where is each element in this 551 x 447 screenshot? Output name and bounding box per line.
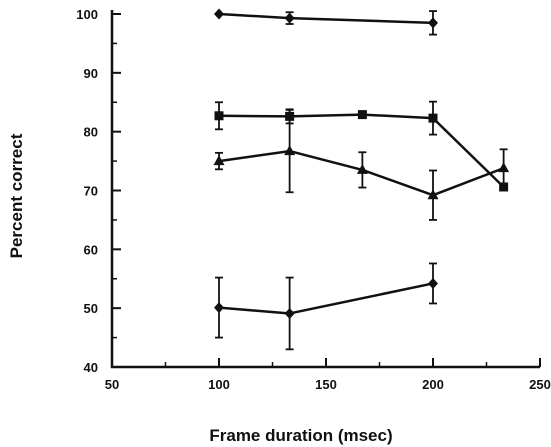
data-point-triangle [213, 155, 225, 166]
series-2 [214, 100, 509, 192]
x-tick-label: 50 [105, 377, 119, 392]
data-point-diamond [214, 302, 224, 314]
x-tick-label: 100 [208, 377, 230, 392]
series-3 [213, 108, 510, 221]
data-point-square [214, 111, 224, 121]
data-point-square [428, 113, 438, 123]
series-4 [214, 262, 438, 351]
data-point-diamond [214, 8, 224, 20]
y-tick-label: 60 [84, 242, 98, 257]
series-line [218, 12, 434, 25]
data-point-square [357, 110, 367, 120]
data-point-triangle [498, 162, 510, 173]
x-tick-label: 200 [422, 377, 444, 392]
data-point-diamond [428, 277, 438, 289]
data-point-diamond [284, 307, 295, 319]
y-tick-label: 80 [84, 125, 98, 140]
axes [110, 10, 540, 369]
series-layer [213, 8, 510, 351]
y-tick-label: 70 [84, 184, 98, 199]
series-1 [214, 8, 438, 36]
data-point-diamond [284, 12, 295, 24]
y-tick-label: 90 [84, 66, 98, 81]
data-point-triangle [427, 189, 439, 200]
y-axis-title: Percent correct [7, 133, 26, 258]
x-axis-title: Frame duration (msec) [209, 426, 392, 445]
data-point-triangle [356, 163, 368, 174]
series-line [218, 113, 505, 188]
y-tick-label: 100 [76, 7, 98, 22]
y-tick-label: 40 [84, 360, 98, 375]
series-line [218, 282, 434, 315]
data-point-diamond [428, 17, 438, 29]
ticks [111, 13, 541, 368]
x-tick-label: 250 [529, 377, 551, 392]
y-tick-label: 50 [84, 301, 98, 316]
tick-labels: 40 50 60 70 80 90 100 50 100 150 200 250 [76, 7, 551, 392]
data-point-triangle [284, 145, 296, 156]
x-tick-label: 150 [315, 377, 337, 392]
